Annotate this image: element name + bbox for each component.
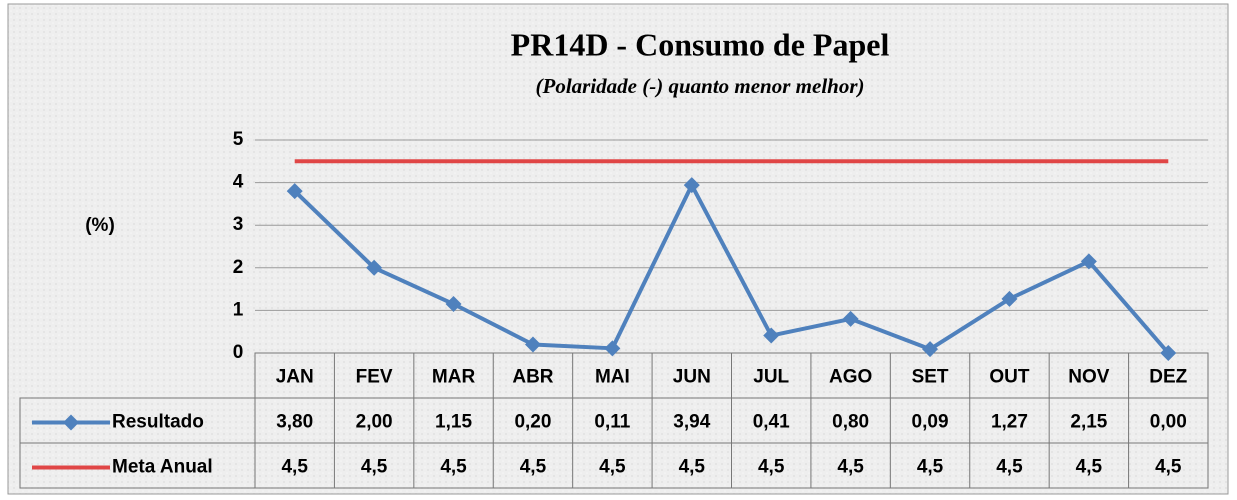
data-point xyxy=(842,310,859,327)
x-tick-label: JUL xyxy=(753,367,789,388)
x-tick-label: NOV xyxy=(1068,367,1110,388)
data-point xyxy=(524,336,541,353)
x-tick-label: AGO xyxy=(829,367,872,388)
data-label: 0,11 xyxy=(594,412,630,433)
y-axis-label: (%) xyxy=(85,215,115,236)
x-tick-label: MAI xyxy=(595,367,630,388)
data-point xyxy=(286,183,303,200)
data-label: 4,5 xyxy=(1155,457,1182,478)
data-label: 2,00 xyxy=(356,412,393,433)
data-label: 4,5 xyxy=(679,457,706,478)
data-point xyxy=(763,327,780,344)
data-label: 0,80 xyxy=(832,412,869,433)
x-tick-label: DEZ xyxy=(1149,367,1187,388)
data-point xyxy=(922,341,939,358)
data-label: 4,5 xyxy=(599,457,626,478)
data-label: 4,5 xyxy=(758,457,785,478)
x-tick-label: FEV xyxy=(356,367,393,388)
data-point xyxy=(604,340,621,357)
data-label: 4,5 xyxy=(1076,457,1103,478)
x-tick-label: ABR xyxy=(512,367,553,388)
y-tick-label: 3 xyxy=(233,214,244,235)
data-label: 0,09 xyxy=(912,412,949,433)
data-label: 2,15 xyxy=(1070,412,1107,433)
x-tick-label: MAR xyxy=(432,367,476,388)
data-label: 1,27 xyxy=(991,412,1028,433)
data-point xyxy=(1001,290,1018,307)
series-line xyxy=(293,183,1170,355)
data-point xyxy=(445,296,462,313)
data-point xyxy=(1160,345,1177,361)
chart-background xyxy=(7,3,1229,495)
data-label: 1,15 xyxy=(435,412,472,433)
data-label: 4,5 xyxy=(996,457,1023,478)
data-label: 0,20 xyxy=(514,412,551,433)
data-point xyxy=(1080,253,1097,270)
data-point xyxy=(683,177,700,194)
x-tick-label: OUT xyxy=(989,367,1030,388)
x-tick-label: JUN xyxy=(673,367,711,388)
legend-marker xyxy=(63,414,79,431)
data-label: 0,00 xyxy=(1150,412,1187,433)
data-label: 4,5 xyxy=(281,457,308,478)
legend-label: Resultado xyxy=(112,412,204,433)
y-tick-label: 1 xyxy=(233,299,244,320)
legend-label: Meta Anual xyxy=(112,457,213,478)
data-label: 3,94 xyxy=(673,412,710,433)
data-point xyxy=(366,259,383,276)
x-tick-label: SET xyxy=(912,367,949,388)
x-tick-label: JAN xyxy=(276,367,314,388)
y-tick-label: 5 xyxy=(233,129,244,150)
data-label: 0,41 xyxy=(753,412,790,433)
y-tick-label: 0 xyxy=(233,342,244,363)
y-tick-label: 4 xyxy=(233,172,244,193)
data-label: 4,5 xyxy=(440,457,467,478)
data-label: 4,5 xyxy=(837,457,864,478)
data-label: 4,5 xyxy=(520,457,547,478)
data-label: 4,5 xyxy=(917,457,944,478)
y-tick-label: 2 xyxy=(233,257,244,278)
data-label: 4,5 xyxy=(361,457,388,478)
chart-title: PR14D - Consumo de Papel xyxy=(511,26,890,62)
data-label: 3,80 xyxy=(276,412,313,433)
chart-subtitle: (Polaridade (-) quanto menor melhor) xyxy=(536,74,865,98)
